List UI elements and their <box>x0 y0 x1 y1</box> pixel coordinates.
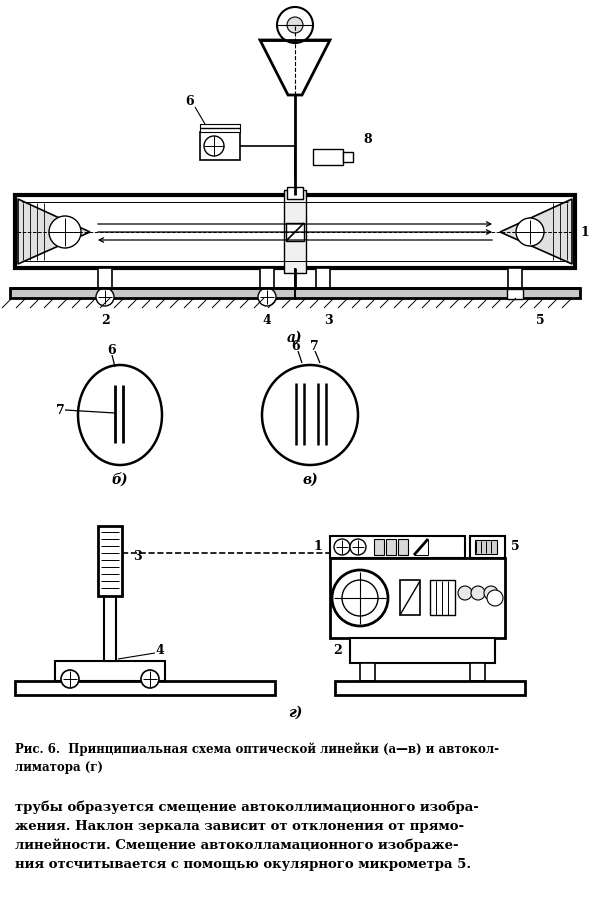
Circle shape <box>484 586 498 600</box>
Bar <box>200 124 240 132</box>
Bar <box>335 681 525 695</box>
Text: трубы образуется смещение автоколлимационного изобра-
жения. Наклон зеркала зави: трубы образуется смещение автоколлимацио… <box>15 800 479 871</box>
Text: 5: 5 <box>511 540 519 553</box>
Bar <box>400 580 420 615</box>
Bar <box>15 195 575 268</box>
Polygon shape <box>500 199 572 264</box>
Text: 3: 3 <box>324 313 332 326</box>
Text: г): г) <box>288 706 302 720</box>
Bar <box>284 190 306 273</box>
Text: 3: 3 <box>133 550 142 562</box>
Circle shape <box>458 586 472 600</box>
Bar <box>475 540 497 554</box>
Bar <box>15 681 275 695</box>
Bar <box>343 152 353 162</box>
Text: 4: 4 <box>263 313 271 326</box>
Text: 5: 5 <box>536 313 545 326</box>
Bar <box>507 289 523 299</box>
Bar <box>260 268 274 288</box>
Polygon shape <box>260 40 330 95</box>
Circle shape <box>96 288 114 306</box>
Bar <box>98 268 112 288</box>
Circle shape <box>350 539 366 555</box>
Text: 1: 1 <box>314 540 322 553</box>
Bar <box>350 638 495 663</box>
Text: 6: 6 <box>108 345 116 358</box>
Bar <box>287 187 303 199</box>
Text: 6: 6 <box>291 340 300 353</box>
Bar <box>316 268 330 288</box>
Bar <box>200 132 240 160</box>
Bar <box>360 663 375 681</box>
Bar <box>330 558 505 638</box>
Circle shape <box>141 670 159 688</box>
Bar <box>55 661 165 681</box>
Bar <box>430 580 455 615</box>
Text: 7: 7 <box>310 340 319 353</box>
Text: в): в) <box>302 473 318 487</box>
Circle shape <box>277 7 313 43</box>
Circle shape <box>49 216 81 248</box>
Bar <box>330 536 465 558</box>
Circle shape <box>516 218 544 246</box>
Text: а): а) <box>287 331 303 345</box>
Bar <box>104 586 116 661</box>
Bar <box>374 539 384 555</box>
Circle shape <box>287 17 303 33</box>
Circle shape <box>61 670 79 688</box>
Bar <box>10 288 580 298</box>
Bar <box>386 539 396 555</box>
Text: 6: 6 <box>186 96 194 109</box>
Text: 2: 2 <box>333 644 342 657</box>
Text: Рис. 6.  Принципиальная схема оптической линейки (а—в) и автокол-
лиматора (г): Рис. 6. Принципиальная схема оптической … <box>15 742 499 774</box>
Circle shape <box>204 136 224 156</box>
Polygon shape <box>18 199 90 264</box>
Circle shape <box>342 580 378 616</box>
Bar <box>508 268 522 288</box>
Bar <box>98 526 122 596</box>
Circle shape <box>471 586 485 600</box>
Bar <box>286 223 304 241</box>
Bar <box>398 539 408 555</box>
Circle shape <box>487 590 503 606</box>
Text: 1: 1 <box>581 226 589 239</box>
Circle shape <box>332 570 388 626</box>
Bar <box>313 149 343 165</box>
Circle shape <box>258 288 276 306</box>
Circle shape <box>334 539 350 555</box>
Text: б): б) <box>112 473 128 487</box>
Bar <box>470 663 485 681</box>
Ellipse shape <box>78 365 162 465</box>
Text: 2: 2 <box>101 313 109 326</box>
Bar <box>470 536 505 558</box>
Text: 8: 8 <box>363 134 372 147</box>
Ellipse shape <box>262 365 358 465</box>
Text: 7: 7 <box>55 404 64 417</box>
Text: 4: 4 <box>156 644 165 657</box>
